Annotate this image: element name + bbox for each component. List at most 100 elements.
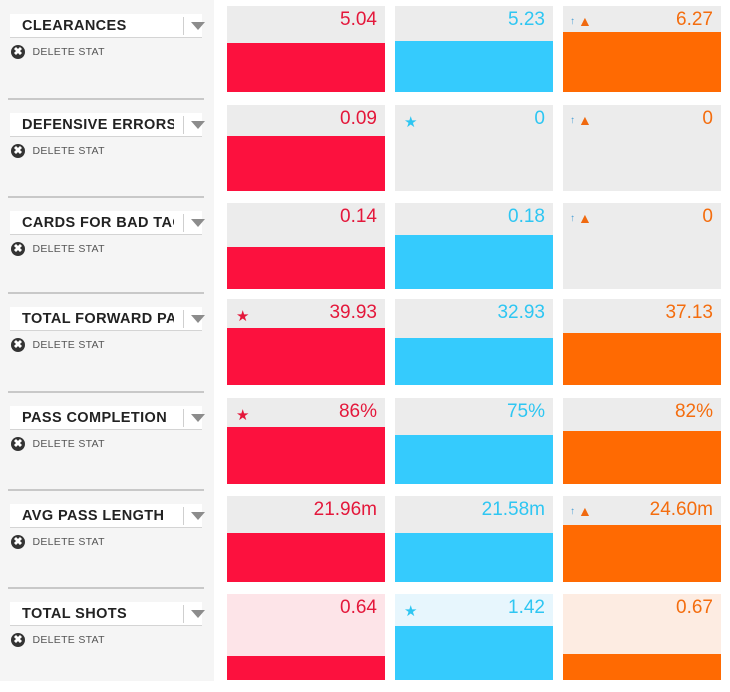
stat-select[interactable]: TOTAL FORWARD PASSES — [10, 307, 205, 331]
team-2-value-cell: 0.18 — [395, 203, 553, 289]
team-3-value: 0 — [702, 108, 713, 129]
stat-row-total-forward-passes: TOTAL FORWARD PASSES ✖ DELETE STAT ★ 39.… — [0, 292, 730, 397]
flame-icon: ▲ — [578, 13, 592, 29]
close-circle-icon: ✖ — [11, 337, 25, 352]
stat-select[interactable]: AVG PASS LENGTH — [10, 504, 205, 528]
stat-select-label: CARDS FOR BAD TACKLES — [22, 215, 174, 231]
team-1-value: 0.64 — [340, 597, 377, 618]
team-1-bar — [227, 656, 385, 680]
team-2-value-cell: 32.93 — [395, 299, 553, 385]
select-divider — [183, 17, 184, 35]
flame-icon: ▲ — [578, 210, 592, 226]
row-separator — [8, 196, 204, 198]
team-3-value: 6.27 — [676, 9, 713, 30]
close-circle-icon: ✖ — [11, 534, 25, 549]
stat-select-label: DEFENSIVE ERRORS — [22, 117, 174, 133]
close-circle-icon: ✖ — [11, 44, 25, 59]
select-divider — [183, 605, 184, 623]
row-separator — [8, 292, 204, 294]
team-3-value: 0 — [702, 206, 713, 227]
stat-row-avg-pass-length: AVG PASS LENGTH ✖ DELETE STAT 21.96m 21.… — [0, 489, 730, 594]
team-2-bar — [395, 435, 553, 484]
team-3-value-cell: 82% — [563, 398, 721, 484]
stat-select-label: PASS COMPLETION — [22, 410, 168, 426]
chevron-down-icon[interactable] — [191, 414, 205, 422]
team-1-bar — [227, 328, 385, 385]
stat-select[interactable]: CARDS FOR BAD TACKLES — [10, 211, 205, 235]
close-circle-icon: ✖ — [11, 241, 25, 256]
row-separator — [8, 587, 204, 589]
chevron-down-icon[interactable] — [191, 219, 205, 227]
team-3-value: 24.60m — [649, 499, 713, 520]
team-2-bar — [395, 235, 553, 289]
stat-select[interactable]: PASS COMPLETION — [10, 406, 205, 430]
stat-select-label: AVG PASS LENGTH — [22, 508, 165, 524]
team-1-value-cell: 0.14 — [227, 203, 385, 289]
chevron-down-icon[interactable] — [191, 610, 205, 618]
chevron-down-icon[interactable] — [191, 315, 205, 323]
flame-icon: ▲ — [578, 112, 592, 128]
delete-stat-button[interactable]: ✖ DELETE STAT — [11, 435, 105, 451]
chevron-down-icon[interactable] — [191, 512, 205, 520]
star-icon: ★ — [236, 308, 250, 325]
delete-stat-button[interactable]: ✖ DELETE STAT — [11, 43, 105, 59]
star-icon: ★ — [404, 114, 418, 131]
delete-stat-button[interactable]: ✖ DELETE STAT — [11, 336, 105, 352]
stat-select-label: TOTAL SHOTS — [22, 606, 128, 622]
team-2-value: 0 — [534, 108, 545, 129]
team-1-value-cell: 5.04 — [227, 6, 385, 92]
trend-up-icon: ↑ — [570, 115, 575, 126]
team-2-bar — [395, 533, 553, 582]
row-separator — [8, 391, 204, 393]
team-2-value-cell: ★ 0 — [395, 105, 553, 191]
delete-stat-label: DELETE STAT — [32, 437, 105, 450]
stat-row-total-shots: TOTAL SHOTS ✖ DELETE STAT 0.64 ★ 1.42 0.… — [0, 587, 730, 692]
stat-select-label: CLEARANCES — [22, 18, 127, 34]
team-2-value: 1.42 — [508, 597, 545, 618]
team-1-value: 21.96m — [313, 499, 377, 520]
team-2-value: 32.93 — [497, 302, 545, 323]
select-divider — [183, 116, 184, 134]
team-3-value: 0.67 — [676, 597, 713, 618]
stat-select[interactable]: DEFENSIVE ERRORS — [10, 113, 205, 137]
select-divider — [183, 507, 184, 525]
delete-stat-button[interactable]: ✖ DELETE STAT — [11, 142, 105, 158]
delete-stat-button[interactable]: ✖ DELETE STAT — [11, 240, 105, 256]
close-circle-icon: ✖ — [11, 143, 25, 158]
flame-icon: ▲ — [578, 503, 592, 519]
team-2-value: 0.18 — [508, 206, 545, 227]
team-3-bar — [563, 654, 721, 680]
team-2-bar — [395, 626, 553, 680]
stat-row-defensive-errors: DEFENSIVE ERRORS ✖ DELETE STAT 0.09 ★ 0 … — [0, 98, 730, 203]
team-2-bar — [395, 41, 553, 92]
delete-stat-label: DELETE STAT — [32, 633, 105, 646]
team-2-value-cell: 75% — [395, 398, 553, 484]
team-3-bar — [563, 333, 721, 385]
team-1-value-cell: ★ 86% — [227, 398, 385, 484]
team-1-value-cell: 21.96m — [227, 496, 385, 582]
team-1-value-cell: 0.64 — [227, 594, 385, 680]
team-1-value: 0.14 — [340, 206, 377, 227]
team-1-bar — [227, 427, 385, 484]
stat-select[interactable]: TOTAL SHOTS — [10, 602, 205, 626]
select-divider — [183, 310, 184, 328]
stat-row-clearances: CLEARANCES ✖ DELETE STAT 5.04 5.23 ↑ ▲ 6.… — [0, 6, 730, 104]
delete-stat-label: DELETE STAT — [32, 242, 105, 255]
team-3-value-cell: 37.13 — [563, 299, 721, 385]
delete-stat-label: DELETE STAT — [32, 45, 105, 58]
star-icon: ★ — [404, 603, 418, 620]
chevron-down-icon[interactable] — [191, 121, 205, 129]
team-2-bar — [395, 338, 553, 385]
team-2-value: 5.23 — [508, 9, 545, 30]
team-3-bar — [563, 32, 721, 92]
team-2-value-cell: 21.58m — [395, 496, 553, 582]
delete-stat-button[interactable]: ✖ DELETE STAT — [11, 631, 105, 647]
trend-up-icon: ↑ — [570, 16, 575, 27]
delete-stat-button[interactable]: ✖ DELETE STAT — [11, 533, 105, 549]
chevron-down-icon[interactable] — [191, 22, 205, 30]
stat-select[interactable]: CLEARANCES — [10, 14, 205, 38]
team-1-value: 5.04 — [340, 9, 377, 30]
team-1-value-cell: 0.09 — [227, 105, 385, 191]
team-1-value-cell: ★ 39.93 — [227, 299, 385, 385]
team-2-value: 75% — [506, 401, 545, 422]
